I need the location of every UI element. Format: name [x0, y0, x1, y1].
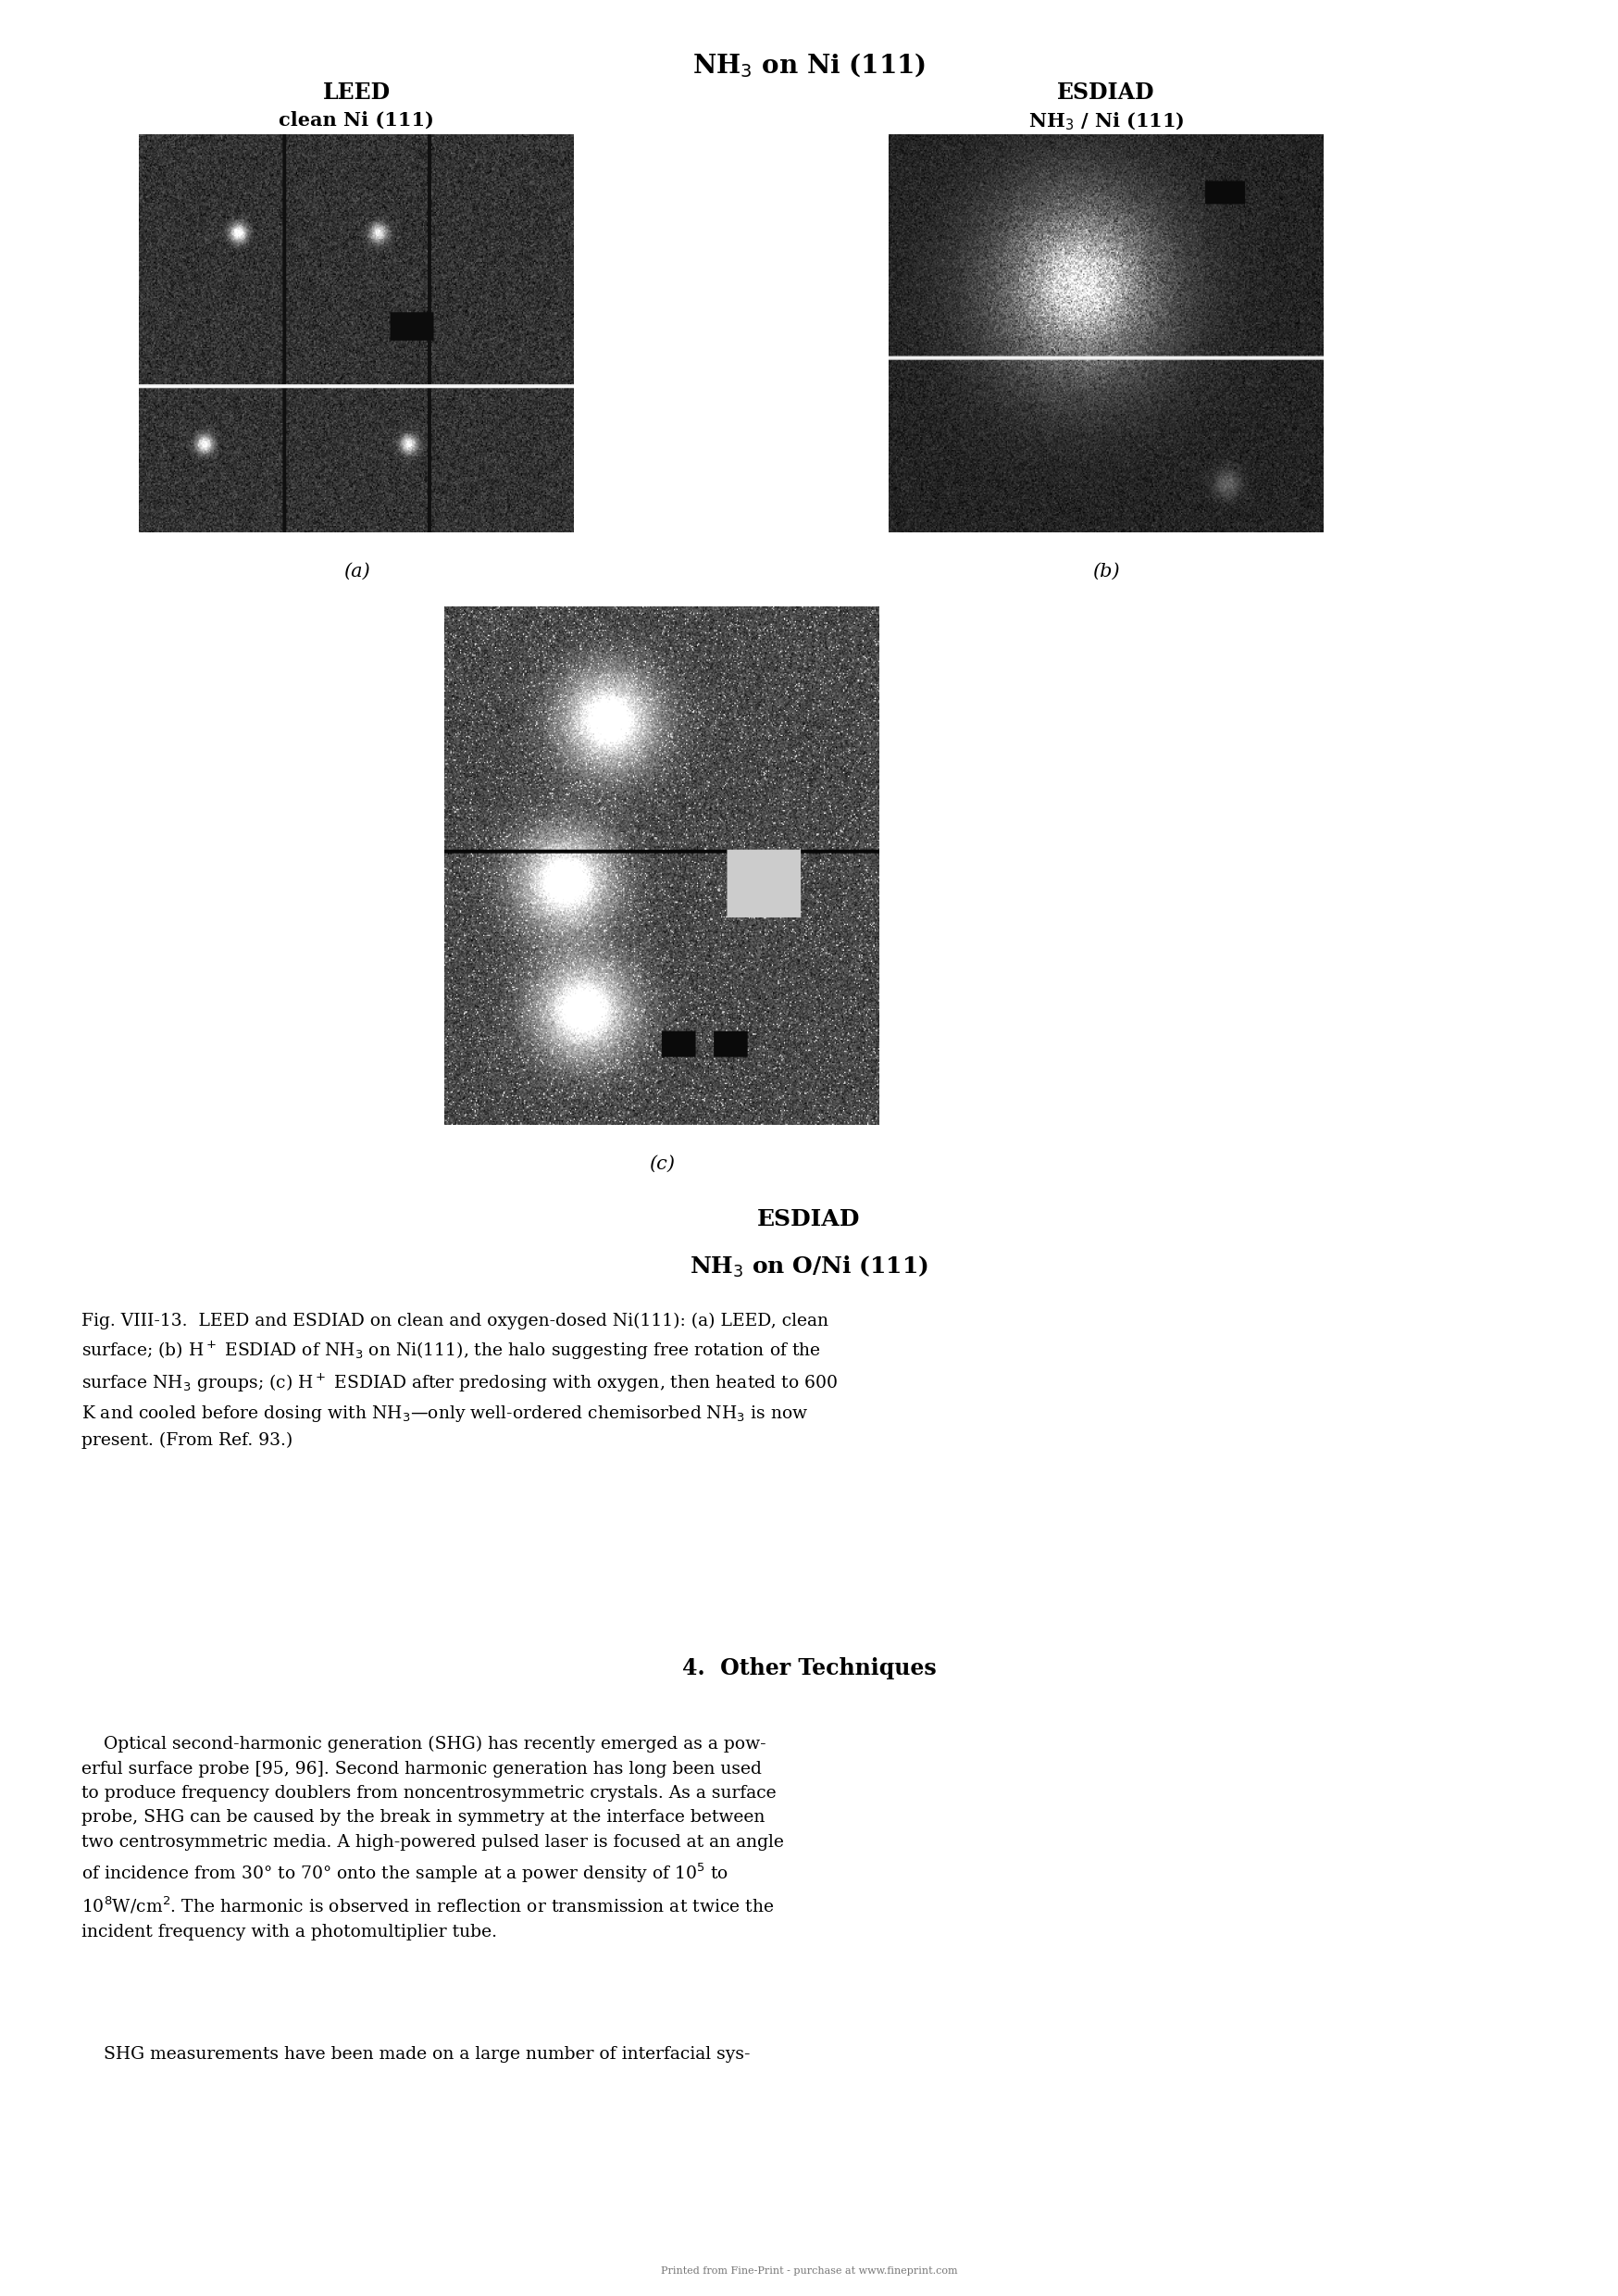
- Text: NH$_3$ on O/Ni (111): NH$_3$ on O/Ni (111): [689, 1254, 929, 1279]
- Text: ESDIAD: ESDIAD: [1057, 80, 1155, 103]
- Text: Fig. VIII-13.  LEED and ESDIAD on clean and oxygen-dosed Ni(111): (a) LEED, clea: Fig. VIII-13. LEED and ESDIAD on clean a…: [81, 1313, 838, 1449]
- Text: clean Ni (111): clean Ni (111): [278, 110, 434, 129]
- Text: (b): (b): [1092, 563, 1120, 581]
- Text: 4.  Other Techniques: 4. Other Techniques: [681, 1658, 937, 1678]
- Text: NH$_3$ on Ni (111): NH$_3$ on Ni (111): [693, 51, 925, 80]
- Text: (c): (c): [649, 1155, 675, 1173]
- Text: Optical second-harmonic generation (SHG) has recently emerged as a pow-
erful su: Optical second-harmonic generation (SHG)…: [81, 1736, 783, 1940]
- Text: LEED: LEED: [322, 80, 390, 103]
- Text: (a): (a): [343, 563, 369, 581]
- Text: Printed from Fine-Print - purchase at www.fineprint.com: Printed from Fine-Print - purchase at ww…: [660, 2266, 958, 2275]
- Text: NH$_3$ / Ni (111): NH$_3$ / Ni (111): [1027, 110, 1184, 133]
- Text: ESDIAD: ESDIAD: [757, 1208, 861, 1231]
- Text: SHG measurements have been made on a large number of interfacial sys-: SHG measurements have been made on a lar…: [81, 2046, 751, 2062]
